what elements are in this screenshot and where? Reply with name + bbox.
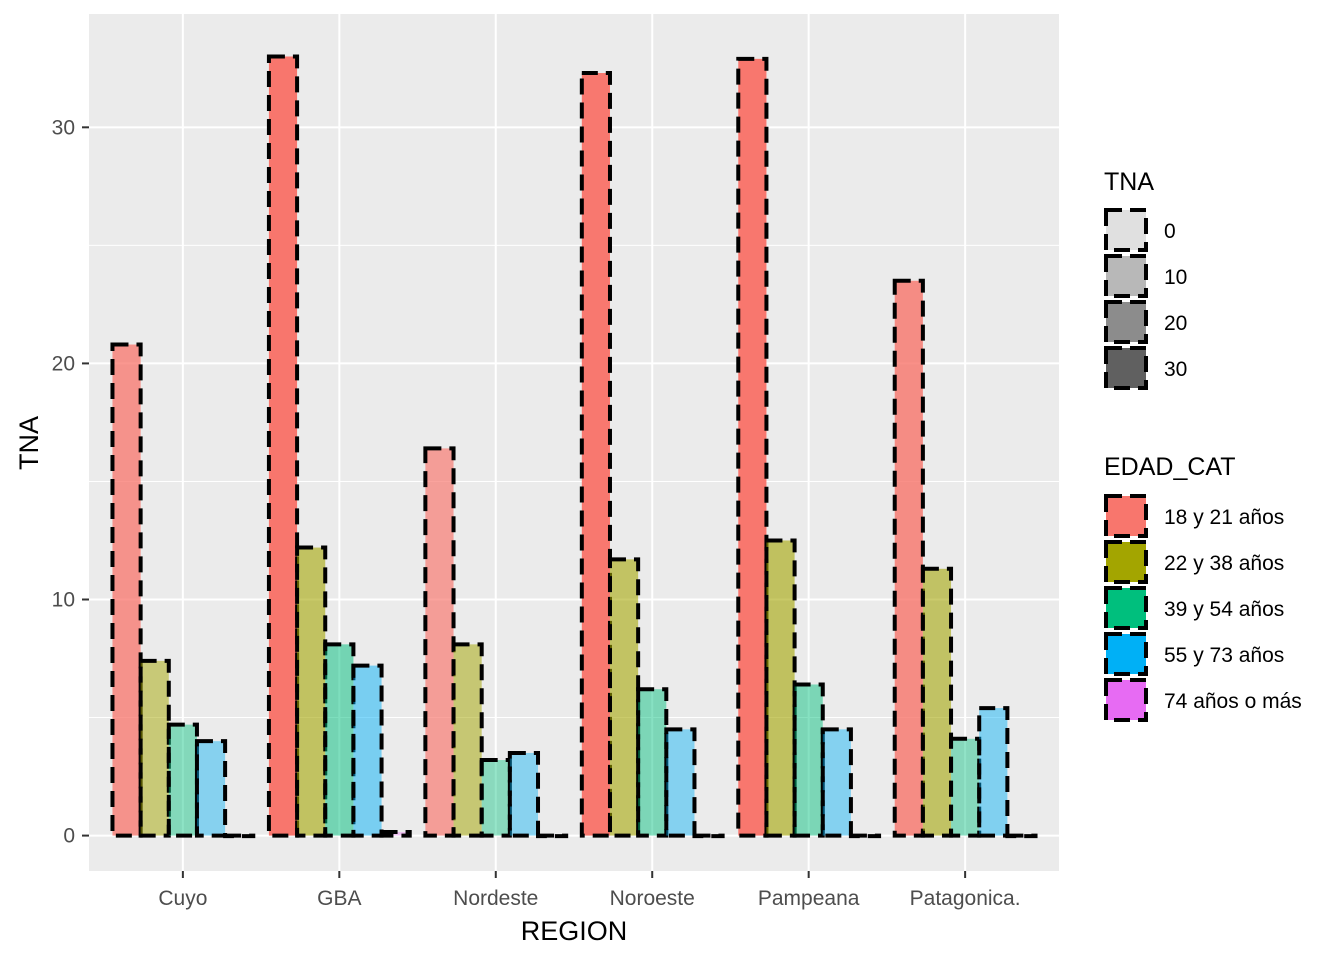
bar	[579, 71, 612, 838]
legend-edad-cat-key	[1104, 494, 1148, 538]
legend-tna-label: 30	[1164, 358, 1187, 381]
legend-edad-cat-key	[1104, 632, 1148, 676]
legend-tna-key	[1104, 208, 1148, 252]
legend-tna-key	[1104, 300, 1148, 344]
bar	[920, 566, 954, 838]
bar	[664, 727, 697, 838]
x-tick-label: Pampeana	[758, 887, 860, 910]
bar	[351, 663, 384, 838]
bar	[848, 833, 882, 839]
bar	[977, 706, 1010, 838]
bars-layer	[110, 54, 1038, 839]
grid-layer	[89, 14, 1059, 871]
bar	[223, 833, 256, 839]
legend-tna-label: 0	[1164, 220, 1176, 243]
bar	[764, 538, 797, 838]
bar	[692, 833, 725, 839]
y-axis-title: TNA	[14, 416, 44, 470]
bar	[423, 446, 456, 838]
bar	[166, 722, 199, 838]
bar	[110, 342, 143, 838]
legend-tna: TNA 0 10 20 30	[1104, 168, 1187, 390]
bar	[820, 727, 853, 838]
legend-tna-label: 10	[1164, 266, 1187, 289]
legend-edad-cat-label: 18 y 21 años	[1164, 506, 1284, 529]
x-tick-label: Nordeste	[453, 887, 538, 910]
bar	[949, 736, 982, 838]
legend-tna-key	[1104, 346, 1148, 390]
bar	[792, 682, 825, 838]
bar	[194, 739, 228, 838]
legend-edad-cat-label: 74 años o más	[1164, 690, 1302, 713]
bar	[451, 642, 484, 838]
legend-edad-cat: EDAD_CAT 18 y 21 años 22 y 38 años 39 y 54…	[1104, 453, 1302, 722]
bar	[607, 557, 641, 838]
legend-edad-cat-title: EDAD_CAT	[1104, 453, 1236, 481]
legend-edad-cat-label: 55 y 73 años	[1164, 644, 1284, 667]
x-tick-label: Noroeste	[610, 887, 695, 910]
bar	[736, 56, 769, 838]
bar	[536, 833, 569, 839]
bar	[479, 758, 512, 838]
x-tick-label: Patagonica.	[910, 887, 1021, 910]
legend-tna-key	[1104, 254, 1148, 298]
bar	[295, 545, 328, 838]
y-tick-label: 10	[52, 588, 75, 611]
legend-edad-cat-label: 39 y 54 años	[1164, 598, 1284, 621]
bar	[507, 750, 541, 838]
legend-edad-cat-key	[1104, 586, 1148, 630]
legend-edad-cat-label: 22 y 38 años	[1164, 552, 1284, 575]
bar	[379, 830, 412, 838]
x-axis-title: REGION	[521, 916, 628, 946]
x-tick-label: GBA	[317, 887, 361, 910]
legend-edad-cat-key	[1104, 540, 1148, 584]
bar	[892, 278, 925, 838]
y-axis: 0 10 20 30	[52, 116, 89, 848]
legend-edad-cat-key	[1104, 678, 1148, 722]
y-tick-label: 30	[52, 116, 75, 139]
y-tick-label: 20	[52, 352, 75, 375]
bar	[266, 54, 300, 838]
bar	[636, 687, 669, 838]
bar	[323, 642, 356, 838]
bar	[1005, 833, 1038, 839]
legend-tna-title: TNA	[1104, 168, 1154, 196]
bar	[138, 658, 171, 838]
legend-tna-label: 20	[1164, 312, 1187, 335]
y-tick-label: 0	[63, 825, 75, 848]
x-axis: Cuyo GBA Nordeste Noroeste Pampeana Patagonic…	[158, 871, 1021, 910]
x-tick-label: Cuyo	[158, 887, 207, 910]
